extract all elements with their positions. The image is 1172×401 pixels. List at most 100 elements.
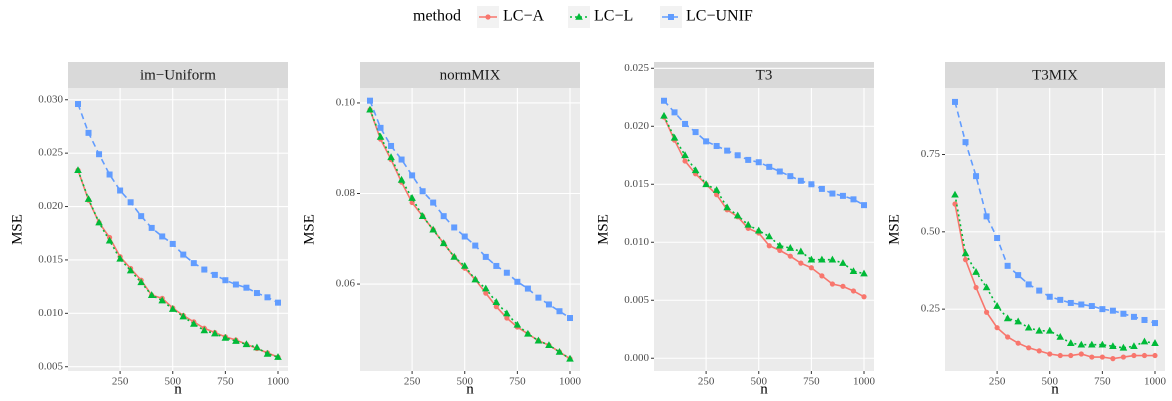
- y-tick-label: 0.75: [921, 148, 941, 160]
- legend-label: LC−UNIF: [686, 8, 753, 25]
- point: [264, 294, 271, 301]
- point: [1046, 293, 1053, 300]
- x-tick-label: 250: [404, 376, 421, 388]
- point: [983, 309, 990, 315]
- point: [439, 239, 448, 247]
- y-axis-label: MSE: [886, 214, 902, 245]
- point: [1026, 345, 1032, 351]
- strip-title: T3: [756, 67, 773, 83]
- y-tick-label: 0.010: [624, 236, 649, 248]
- y-tick-label: 0.50: [921, 225, 941, 237]
- point: [1098, 340, 1107, 348]
- point: [1109, 307, 1116, 314]
- point: [766, 243, 772, 249]
- point: [472, 242, 479, 249]
- x-axis-label: n: [466, 381, 474, 397]
- point: [1067, 299, 1074, 306]
- point: [367, 97, 373, 104]
- point: [1078, 351, 1084, 357]
- x-tick-label: 750: [509, 376, 526, 388]
- point: [190, 260, 197, 267]
- point: [1057, 296, 1064, 303]
- point: [682, 120, 689, 127]
- y-tick-label: 0.015: [38, 253, 63, 265]
- point: [179, 312, 188, 320]
- y-tick-label: 0.015: [624, 178, 649, 190]
- point: [253, 343, 261, 351]
- point: [388, 142, 395, 149]
- point: [387, 153, 395, 161]
- point: [787, 173, 794, 180]
- point: [839, 259, 847, 266]
- point: [493, 304, 499, 310]
- point: [1036, 287, 1043, 294]
- x-tick-label: 750: [803, 376, 820, 388]
- point: [744, 220, 753, 228]
- point: [840, 283, 846, 289]
- point: [493, 262, 500, 269]
- point: [1130, 342, 1138, 350]
- point: [1056, 332, 1065, 340]
- point: [429, 225, 437, 233]
- point: [461, 233, 468, 240]
- legend-title: method: [413, 8, 461, 25]
- point: [952, 98, 958, 105]
- point: [1015, 272, 1022, 279]
- point: [504, 315, 510, 321]
- strip-title: im−Uniform: [140, 67, 216, 83]
- point: [232, 281, 239, 288]
- point: [777, 247, 783, 253]
- point: [671, 109, 678, 116]
- point: [376, 132, 385, 140]
- point: [682, 158, 688, 164]
- point: [1141, 352, 1148, 359]
- point: [75, 101, 81, 108]
- point: [567, 315, 573, 322]
- point: [973, 173, 980, 180]
- point: [1089, 354, 1095, 360]
- legend-marker: [485, 14, 491, 20]
- point: [483, 290, 489, 296]
- point: [1036, 348, 1042, 354]
- panel-background: [360, 88, 580, 371]
- point: [409, 172, 416, 179]
- point: [419, 188, 426, 195]
- point: [451, 224, 458, 231]
- point: [1152, 320, 1158, 327]
- point: [440, 213, 447, 220]
- point: [1099, 354, 1105, 360]
- point: [513, 320, 522, 328]
- point: [818, 255, 826, 263]
- point: [275, 299, 281, 306]
- point: [450, 252, 459, 260]
- point: [397, 175, 406, 183]
- point: [818, 185, 825, 192]
- panel-background: [945, 88, 1165, 371]
- point: [503, 269, 510, 276]
- point: [524, 329, 532, 337]
- point: [95, 218, 103, 226]
- point: [1088, 340, 1096, 348]
- point: [274, 353, 282, 360]
- point: [766, 163, 773, 170]
- y-tick-label: 0.25: [921, 303, 941, 315]
- point: [983, 213, 990, 220]
- y-tick-label: 0.06: [336, 278, 356, 290]
- point: [481, 284, 490, 292]
- point: [503, 309, 511, 317]
- point: [712, 186, 721, 193]
- point: [734, 152, 741, 159]
- point: [159, 233, 166, 240]
- point: [430, 199, 437, 206]
- point: [962, 139, 969, 146]
- point: [169, 240, 176, 247]
- point: [1151, 339, 1159, 346]
- strip-title: T3MIX: [1032, 67, 1078, 83]
- point: [96, 151, 103, 158]
- y-tick-label: 0.020: [38, 200, 63, 212]
- point: [242, 340, 251, 348]
- point: [775, 241, 784, 249]
- legend-label: LC−L: [594, 8, 633, 25]
- point: [828, 255, 837, 263]
